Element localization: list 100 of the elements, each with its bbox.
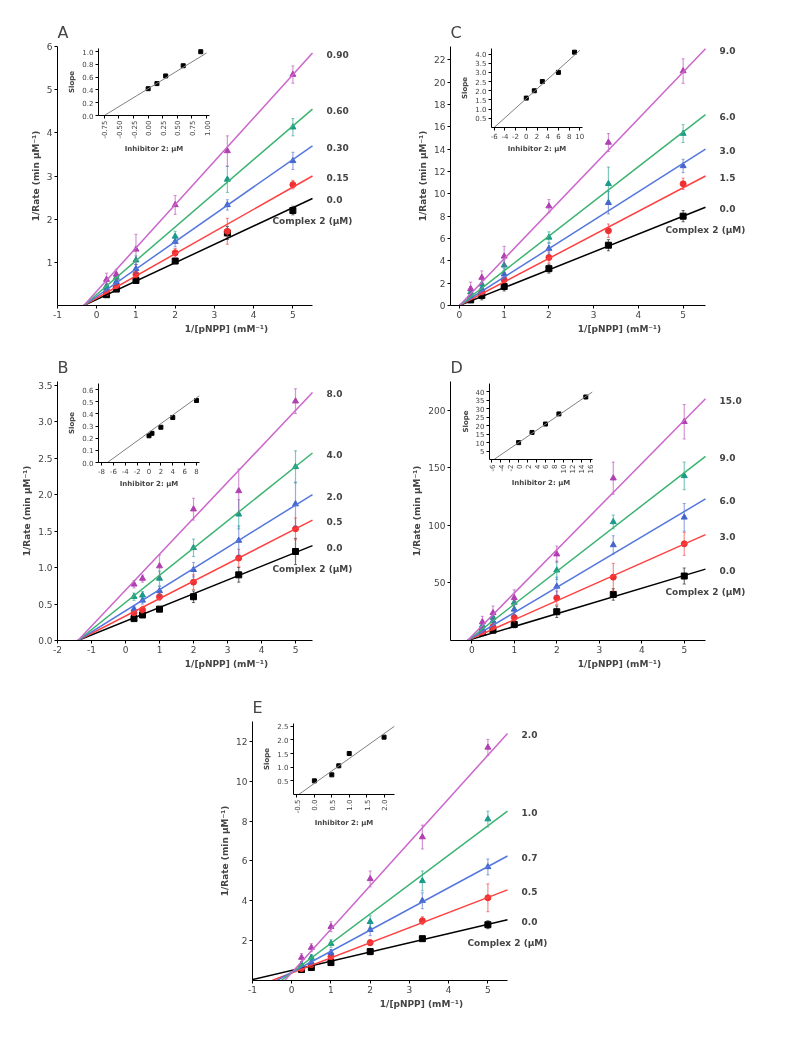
y-tick-label: 1 <box>46 257 53 268</box>
y-tick-label: 2.0 <box>38 490 53 501</box>
y-tick-label: 6 <box>439 234 446 245</box>
series-label: 0.0 <box>521 916 538 927</box>
series-label: 2.0 <box>521 730 538 741</box>
x-tick-label: 4 <box>638 644 645 655</box>
x-tick-label: 1 <box>133 309 139 320</box>
x-tick-label: 0 <box>456 309 463 320</box>
series-label: 0.60 <box>326 106 349 117</box>
series-label: 0.15 <box>326 173 349 183</box>
y-axis-title: 1/Rate (min μM⁻¹) <box>30 130 41 222</box>
y-tick-label: 2 <box>46 214 53 225</box>
y-axis-title: 1/Rate (min μM⁻¹) <box>22 465 33 557</box>
series-label: 0.0 <box>326 542 343 553</box>
series-label: 0.7 <box>521 852 538 863</box>
chart-title: C <box>450 22 462 42</box>
x-axis-title: 1/[pNPP] (mM⁻¹) <box>577 658 662 669</box>
y-tick-label: 10 <box>434 189 446 200</box>
y-tick-label: 8 <box>439 211 446 222</box>
y-tick-label: 1.5 <box>38 526 53 537</box>
series-label: 4.0 <box>326 450 343 460</box>
x-tick-label: 1 <box>328 984 334 995</box>
series-label: 8.0 <box>326 389 343 400</box>
series-label: 1.5 <box>719 173 736 183</box>
y-tick-label: 5 <box>46 85 53 96</box>
x-tick-label: 3 <box>590 309 597 320</box>
y-tick-label: 4 <box>439 256 446 267</box>
series-label: 0.30 <box>326 142 349 153</box>
y-axis-title: 1/Rate (min μM⁻¹) <box>220 805 231 897</box>
x-tick-label: 5 <box>681 644 688 655</box>
x-tick-label: 5 <box>292 644 299 655</box>
legend-title: Complex 2 (μM) <box>665 225 746 236</box>
x-tick-label: 1 <box>501 309 508 320</box>
y-tick-label: 150 <box>428 463 446 474</box>
x-axis-title: 1/[pNPP] (mM⁻¹) <box>379 998 464 1009</box>
y-tick-label: 20 <box>434 77 446 88</box>
series-label: 0.0 <box>719 204 736 215</box>
chart-title: E <box>252 697 263 717</box>
series-label: 3.0 <box>719 531 736 542</box>
chart-title: B <box>57 357 69 377</box>
y-tick-label: 3.0 <box>38 417 53 428</box>
series-label: 0.0 <box>326 195 343 206</box>
x-tick-label: 3 <box>224 644 231 655</box>
y-tick-label: 18 <box>434 100 446 111</box>
x-tick-label: 0 <box>468 644 475 655</box>
y-axis-title: 1/Rate (min μM⁻¹) <box>412 465 423 557</box>
y-tick-label: 100 <box>428 520 446 531</box>
y-tick-label: 0.0 <box>38 636 53 646</box>
y-tick-label: 3 <box>46 171 53 182</box>
x-tick-label: -2 <box>53 644 62 655</box>
y-tick-label: 2 <box>241 936 248 947</box>
legend-title: Complex 2 (μM) <box>272 563 353 574</box>
series-label: 0.90 <box>326 49 349 60</box>
x-tick-label: 3 <box>406 984 413 995</box>
y-tick-label: 14 <box>434 144 446 155</box>
x-tick-label: -1 <box>53 309 62 320</box>
x-tick-label: 1 <box>511 644 518 655</box>
y-tick-label: 6 <box>241 856 248 867</box>
series-label: 0.5 <box>521 886 538 897</box>
series-label: 2.0 <box>326 491 343 502</box>
series-label: 9.0 <box>719 453 736 464</box>
y-tick-label: 0.5 <box>38 599 53 610</box>
y-tick-label: 8 <box>241 816 248 827</box>
y-tick-label: 2.5 <box>38 453 53 464</box>
x-axis-title: 1/[pNPP] (mM⁻¹) <box>577 323 662 334</box>
x-axis-title: 1/[pNPP] (mM⁻¹) <box>184 658 269 669</box>
series-label: 6.0 <box>719 111 736 122</box>
y-tick-label: 200 <box>428 405 446 416</box>
x-tick-label: -1 <box>248 984 257 995</box>
x-tick-label: 4 <box>635 309 642 320</box>
series-label: 0.0 <box>719 566 736 577</box>
x-tick-label: 2 <box>546 309 552 320</box>
x-tick-label: 5 <box>290 309 296 320</box>
y-tick-label: 10 <box>236 776 248 787</box>
series-label: 15.0 <box>719 395 742 406</box>
x-tick-label: 2 <box>190 644 197 655</box>
series-label: 0.5 <box>326 517 343 528</box>
x-tick-label: -1 <box>87 644 96 655</box>
y-tick-label: 2 <box>439 278 446 289</box>
y-tick-label: 50 <box>434 578 446 589</box>
legend-title: Complex 2 (μM) <box>467 937 548 948</box>
x-tick-label: 2 <box>367 984 374 995</box>
y-tick-label: 0 <box>439 301 446 311</box>
series-label: 6.0 <box>719 495 736 506</box>
y-tick-label: 12 <box>236 736 248 747</box>
y-tick-label: 4 <box>241 896 248 907</box>
x-tick-label: 3 <box>596 644 603 655</box>
series-label: 1.0 <box>521 808 538 819</box>
x-tick-label: 0 <box>122 644 129 655</box>
x-tick-label: 2 <box>553 644 560 655</box>
y-tick-label: 3.5 <box>38 380 53 391</box>
y-tick-label: 6 <box>46 42 53 52</box>
legend-title: Complex 2 (μM) <box>272 216 353 227</box>
y-axis-title: 1/Rate (min μM⁻¹) <box>418 130 429 222</box>
y-tick-label: 1.0 <box>38 563 53 574</box>
y-tick-label: 22 <box>434 55 446 66</box>
chart-title: D <box>450 357 463 377</box>
x-tick-label: 4 <box>258 644 265 655</box>
x-tick-label: 1 <box>156 644 163 655</box>
y-tick-label: 12 <box>434 167 446 178</box>
